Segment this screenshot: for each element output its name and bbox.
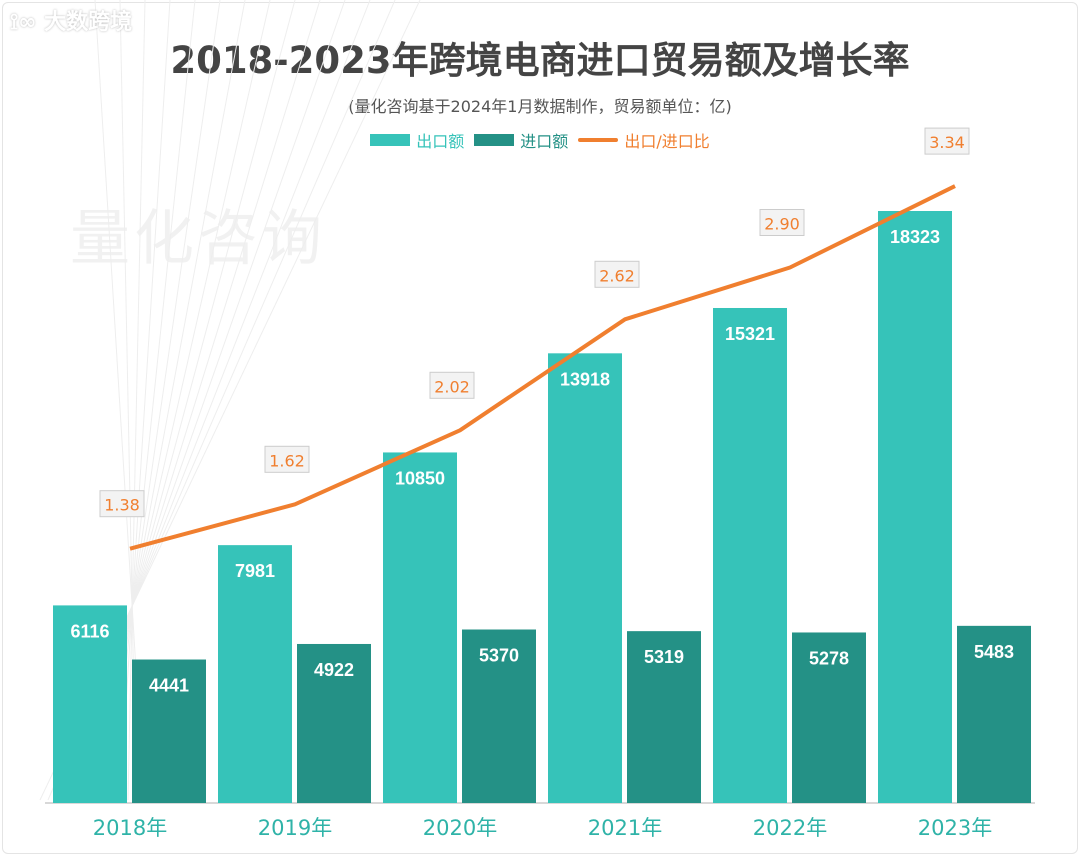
legend-item-ratio: 出口/进口比 <box>578 128 710 152</box>
decor-line <box>119 0 171 801</box>
import-bar-label: 5278 <box>809 648 849 668</box>
ratio-label-box <box>99 490 145 518</box>
import-bar <box>132 659 206 803</box>
ratio-label: 2.02 <box>434 377 470 396</box>
ratio-label: 3.34 <box>929 133 965 152</box>
import-bar-label: 5370 <box>479 646 519 666</box>
ratio-label: 1.38 <box>104 496 140 515</box>
legend-item-import: 进口额 <box>474 128 568 152</box>
legend-label: 出口额 <box>416 132 465 151</box>
x-tick-label: 2019年 <box>258 816 332 840</box>
logo-text: 大数跨境 <box>44 10 133 35</box>
export-bar <box>383 452 457 803</box>
ratio-label-box <box>759 209 805 236</box>
ratio-label-box <box>429 371 475 399</box>
import-bar-label: 5483 <box>974 642 1014 662</box>
ratio-label: 1.62 <box>269 451 305 470</box>
import-bar-label: 4441 <box>149 676 189 696</box>
legend-label: 进口额 <box>520 132 569 151</box>
chart-title: 2018-2023年跨境电商进口贸易额及增长率 <box>170 39 910 82</box>
ratio-line <box>129 184 956 551</box>
export-bar-label: 15321 <box>725 324 775 344</box>
ratio-label: 2.62 <box>599 266 635 285</box>
import-bar <box>957 625 1031 803</box>
ratio-label-box <box>264 445 310 473</box>
ratio-label-box <box>594 260 640 288</box>
ratio-label-box <box>924 127 970 155</box>
export-bar <box>878 211 952 803</box>
legend: 出口额 进口额 出口/进口比 <box>0 128 1080 152</box>
import-bar <box>462 629 536 803</box>
export-bar-label: 7981 <box>235 561 275 581</box>
ratio-label: 2.90 <box>764 215 800 234</box>
decor-line <box>127 0 146 801</box>
x-tick-label: 2020年 <box>423 816 497 840</box>
import-bar <box>627 631 701 803</box>
export-bar-label: 18323 <box>890 227 940 247</box>
export-bar-label: 10850 <box>395 468 445 488</box>
import-bar-label: 5319 <box>644 647 684 667</box>
import-bar <box>792 632 866 803</box>
import-bar <box>297 643 371 803</box>
legend-item-export: 出口额 <box>370 128 464 152</box>
export-bar-label: 6116 <box>70 621 109 641</box>
x-tick-label: 2022年 <box>753 816 827 840</box>
legend-label: 出口/进口比 <box>624 132 710 151</box>
export-bar <box>218 545 292 803</box>
export-bar <box>548 353 622 803</box>
x-tick-label: 2021年 <box>588 816 662 840</box>
export-bar <box>713 307 787 803</box>
x-tick-label: 2023年 <box>918 816 992 840</box>
export-bar-label: 13918 <box>560 369 610 389</box>
export-bar <box>53 605 127 803</box>
logo: ⟟∞ 大数跨境 <box>10 10 133 35</box>
x-tick-label: 2018年 <box>93 816 167 840</box>
import-bar-label: 4922 <box>314 660 354 680</box>
chart-subtitle: (量化咨询基于2024年1月数据制作，贸易额单位：亿) <box>348 97 732 116</box>
